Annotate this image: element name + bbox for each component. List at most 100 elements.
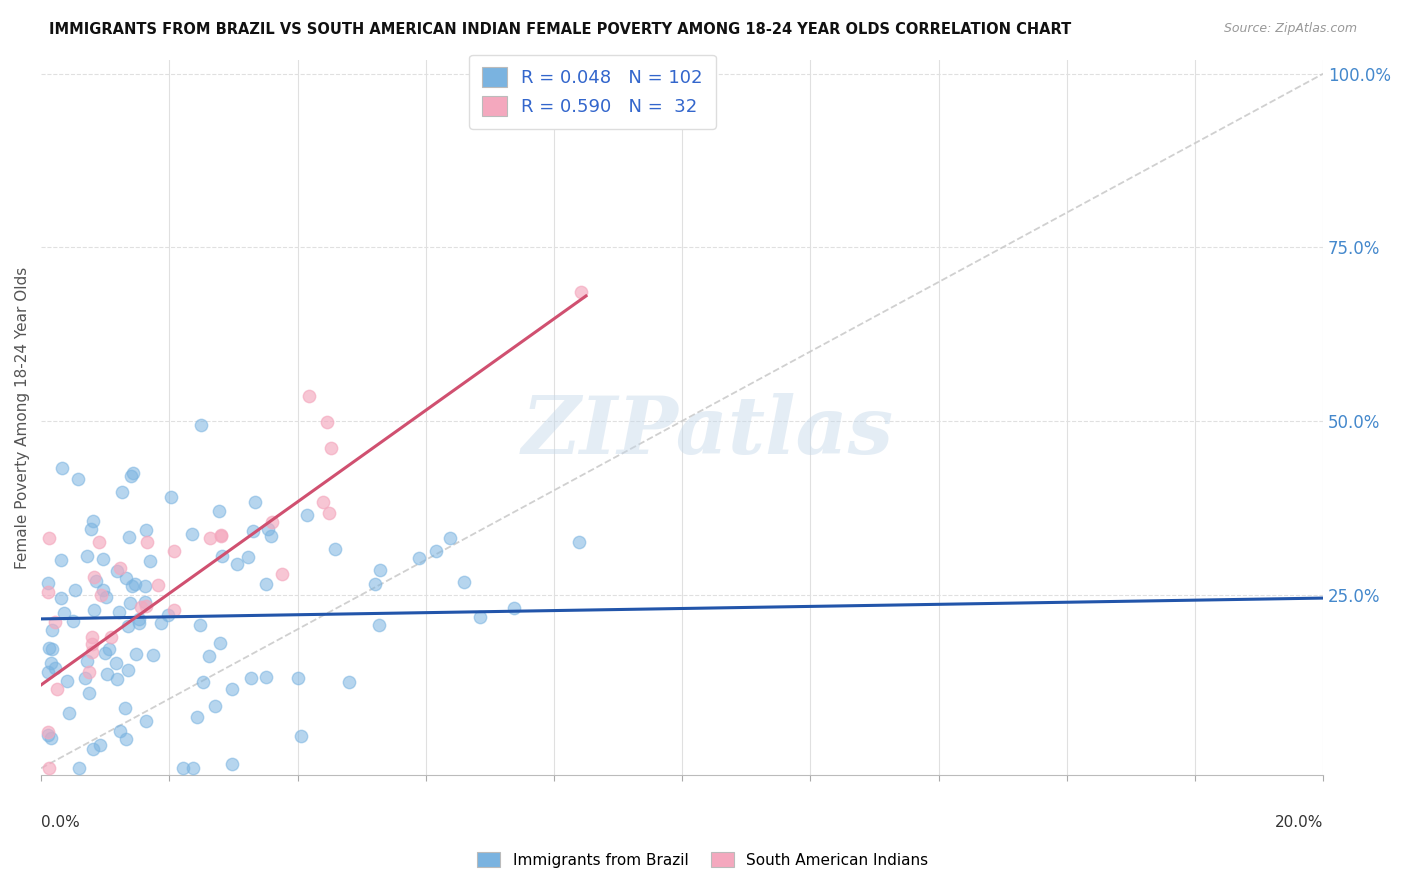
Point: [44, 615, 66, 629]
Point: [502, 601, 524, 615]
Point: [93, 552, 115, 566]
Text: 20.0%: 20.0%: [1275, 814, 1323, 830]
Point: [150, 615, 173, 630]
Point: [198, 648, 221, 663]
Point: [37, 728, 59, 742]
Point: [208, 504, 231, 518]
Point: [221, 757, 243, 772]
Point: [39, 731, 62, 746]
Point: [80, 637, 103, 651]
Point: [94, 646, 117, 660]
Point: [568, 534, 591, 549]
Point: [44, 661, 66, 675]
Point: [135, 599, 157, 613]
Point: [146, 578, 169, 592]
Point: [66, 472, 89, 486]
Point: [188, 617, 211, 632]
Point: [105, 672, 128, 686]
Point: [76, 549, 98, 564]
Point: [39, 657, 62, 671]
Point: [67, 761, 90, 775]
Point: [49, 553, 72, 567]
Point: [368, 618, 391, 632]
Point: [156, 607, 179, 622]
Point: [38, 761, 60, 775]
Text: 0.0%: 0.0%: [41, 814, 80, 830]
Point: [105, 564, 128, 578]
Point: [254, 577, 277, 591]
Y-axis label: Female Poverty Among 18-24 Year Olds: Female Poverty Among 18-24 Year Olds: [15, 267, 30, 568]
Point: [77, 686, 100, 700]
Point: [86, 574, 108, 589]
Point: [162, 544, 184, 558]
Point: [96, 590, 118, 604]
Point: [100, 630, 122, 644]
Point: [242, 524, 264, 538]
Point: [77, 665, 100, 679]
Point: [236, 550, 259, 565]
Point: [135, 523, 157, 537]
Point: [75, 671, 97, 685]
Point: [260, 529, 283, 543]
Legend: R = 0.048   N = 102, R = 0.590   N =  32: R = 0.048 N = 102, R = 0.590 N = 32: [470, 54, 716, 128]
Point: [52, 607, 75, 621]
Point: [96, 667, 118, 681]
Point: [82, 514, 104, 528]
Point: [131, 599, 153, 614]
Point: [221, 681, 243, 696]
Point: [190, 418, 212, 433]
Point: [298, 389, 321, 403]
Point: [211, 549, 233, 564]
Point: [191, 675, 214, 690]
Point: [38, 531, 60, 545]
Point: [225, 557, 247, 571]
Point: [76, 655, 98, 669]
Point: [468, 610, 491, 624]
Point: [163, 603, 186, 617]
Point: [63, 582, 86, 597]
Point: [337, 674, 360, 689]
Point: [159, 490, 181, 504]
Point: [107, 605, 129, 619]
Point: [115, 732, 138, 747]
Point: [121, 466, 143, 480]
Point: [80, 522, 103, 536]
Point: [111, 484, 134, 499]
Point: [120, 468, 142, 483]
Point: [117, 619, 139, 633]
Point: [243, 495, 266, 509]
Point: [134, 594, 156, 608]
Point: [89, 588, 111, 602]
Point: [209, 529, 232, 543]
Point: [105, 656, 128, 670]
Point: [172, 761, 194, 775]
Legend: Immigrants from Brazil, South American Indians: Immigrants from Brazil, South American I…: [471, 846, 935, 873]
Point: [41, 624, 63, 638]
Point: [114, 701, 136, 715]
Point: [364, 577, 387, 591]
Point: [181, 527, 204, 541]
Point: [368, 563, 391, 577]
Point: [83, 603, 105, 617]
Point: [115, 571, 138, 585]
Point: [453, 575, 475, 590]
Point: [58, 706, 80, 720]
Point: [240, 671, 263, 685]
Point: [108, 560, 131, 574]
Point: [270, 566, 292, 581]
Point: [118, 596, 141, 610]
Point: [315, 415, 337, 429]
Point: [408, 551, 430, 566]
Point: [571, 285, 593, 300]
Point: [89, 739, 111, 753]
Point: [257, 522, 280, 536]
Point: [134, 579, 156, 593]
Point: [323, 541, 346, 556]
Point: [117, 663, 139, 677]
Point: [290, 730, 312, 744]
Point: [139, 554, 162, 568]
Point: [37, 584, 59, 599]
Point: [118, 530, 141, 544]
Point: [319, 441, 342, 455]
Point: [142, 648, 165, 662]
